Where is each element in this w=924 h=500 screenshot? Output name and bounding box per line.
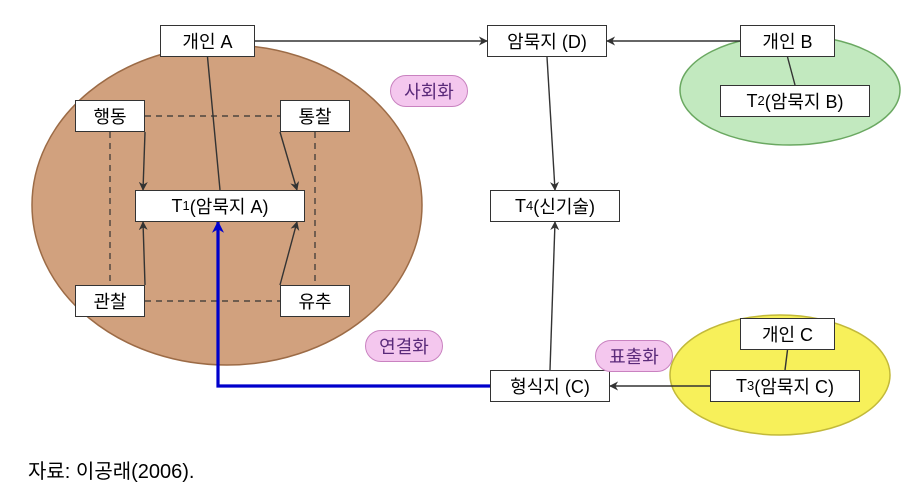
diagram-svg [0, 0, 924, 500]
box-observe: 관찰 [75, 285, 145, 317]
pill-connect: 연결화 [365, 330, 443, 362]
box-form-c: 형식지 (C) [490, 370, 610, 402]
box-analogy: 유추 [280, 285, 350, 317]
box-person-c: 개인 C [740, 318, 835, 350]
box-t1: T1 (암묵지 A) [135, 190, 305, 222]
pill-external: 표출화 [595, 340, 673, 372]
box-t2: T2 (암묵지 B) [720, 85, 870, 117]
pill-social: 사회화 [390, 75, 468, 107]
diagram-stage: 개인 A 개인 B 개인 C 암묵지 (D) T2 (암묵지 B) T3 (암묵지 C) T… [0, 0, 924, 500]
box-insight: 통찰 [280, 100, 350, 132]
box-t4: T4 (신기술) [490, 190, 620, 222]
box-behavior: 행동 [75, 100, 145, 132]
box-implicit-d: 암묵지 (D) [487, 25, 607, 57]
box-person-b: 개인 B [740, 25, 835, 57]
box-t3: T3 (암묵지 C) [710, 370, 860, 402]
source-citation: 자료: 이공래(2006). [28, 455, 194, 484]
box-person-a: 개인 A [160, 25, 255, 57]
